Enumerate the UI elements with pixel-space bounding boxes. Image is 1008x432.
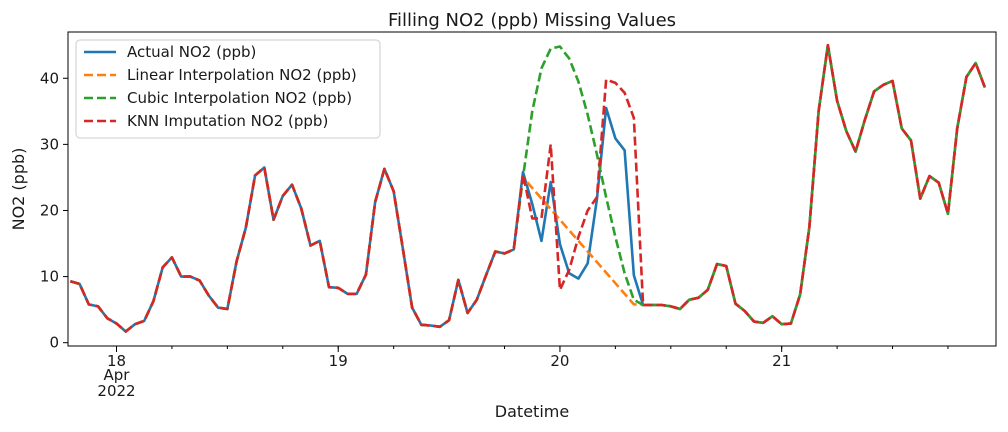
y-tick-label: 0 [49, 334, 59, 352]
plot-lines [69, 43, 987, 333]
y-axis-ticks: 0 10 20 30 40 [40, 69, 68, 352]
legend-label-3: KNN Imputation NO2 (ppb) [127, 112, 328, 130]
y-tick-label: 40 [40, 69, 59, 87]
y-tick-label: 10 [40, 268, 59, 286]
legend: Actual NO2 (ppb) Linear Interpolation NO2… [75, 39, 381, 139]
x-tick-label: 18 [107, 352, 126, 370]
plot-frame [67, 31, 997, 347]
x-tick-year: 2022 [97, 382, 135, 400]
x-axis-label: Datetime [495, 402, 569, 421]
x-tick-label: 19 [329, 352, 348, 370]
x-tick-month: Apr [104, 366, 131, 384]
legend-label-2: Cubic Interpolation NO2 (ppb) [127, 89, 352, 107]
y-tick-label: 30 [40, 135, 59, 153]
chart-title: Filling NO2 (ppb) Missing Values [388, 10, 676, 31]
x-tick-label: 20 [550, 352, 569, 370]
y-axis-label: NO2 (ppb) [9, 148, 28, 231]
x-tick-label: 21 [772, 352, 791, 370]
legend-label-0: Actual NO2 (ppb) [127, 43, 256, 61]
y-tick-label: 20 [40, 201, 59, 219]
series-line-3 [69, 43, 987, 333]
legend-label-1: Linear Interpolation NO2 (ppb) [127, 66, 357, 84]
legend-box [75, 39, 381, 139]
